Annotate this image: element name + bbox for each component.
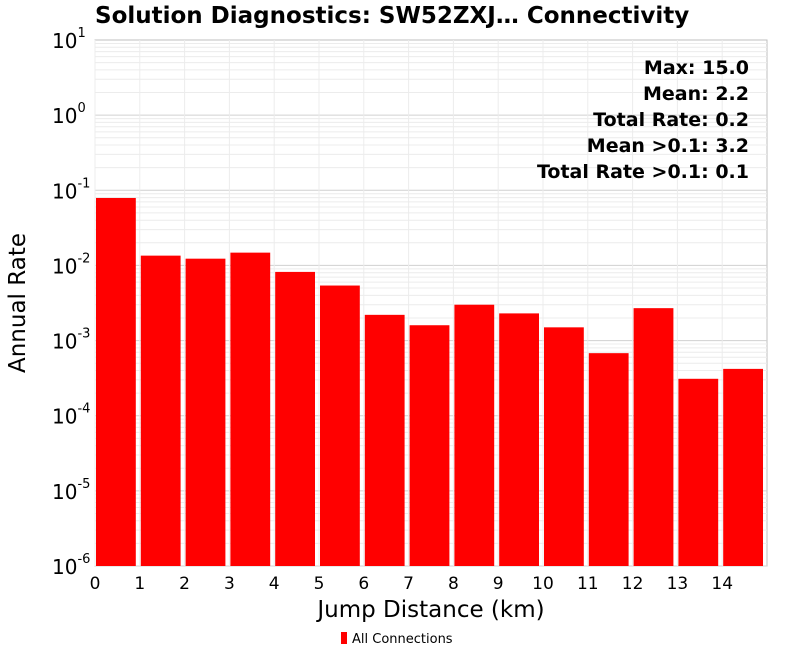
x-tick-label: 2	[179, 574, 190, 594]
y-tick-label: 10-6	[52, 552, 90, 579]
stat-annotation: Mean: 2.2	[643, 83, 749, 105]
bar-5	[320, 285, 360, 566]
stat-annotation: Mean >0.1: 3.2	[587, 135, 749, 157]
bar-12	[633, 308, 674, 566]
y-tick-label: 10-1	[52, 176, 90, 203]
y-tick-label: 10-3	[52, 327, 90, 354]
y-axis-label: Annual Rate	[5, 233, 31, 373]
bar-7	[409, 325, 450, 566]
x-tick-label: 3	[224, 574, 235, 594]
bar-6	[364, 314, 405, 566]
stat-annotation: Max: 15.0	[644, 57, 749, 79]
bar-14	[723, 368, 763, 566]
x-tick-labels: 0 1 2 3 4 5 6 7 8 9 10 11 12 13 14	[90, 574, 733, 594]
x-tick-label: 4	[269, 574, 280, 594]
bar-1	[140, 255, 181, 566]
y-tick-label: 101	[52, 26, 86, 53]
x-tick-label: 14	[711, 574, 733, 594]
bar-11	[588, 353, 629, 566]
x-tick-label: 6	[358, 574, 369, 594]
x-tick-label: 7	[403, 574, 414, 594]
y-tick-label: 10-4	[52, 402, 90, 429]
y-tick-labels: 101 100 10-1 10-2 10-3 10-4 10-5 10-6	[52, 26, 90, 579]
x-tick-label: 11	[577, 574, 599, 594]
stats-annotations: Max: 15.0 Mean: 2.2 Total Rate: 0.2 Mean >0…	[537, 57, 749, 183]
bars	[96, 197, 763, 566]
bar-2	[185, 258, 226, 566]
x-axis-label: Jump Distance (km)	[315, 597, 544, 623]
y-tick-label: 100	[52, 101, 86, 128]
x-tick-label: 1	[134, 574, 145, 594]
bar-10	[544, 327, 584, 566]
bar-13	[678, 378, 719, 566]
x-tick-label: 8	[448, 574, 459, 594]
stat-annotation: Total Rate: 0.2	[593, 109, 749, 131]
bar-9	[499, 313, 539, 566]
x-tick-label: 5	[314, 574, 325, 594]
bar-0	[96, 197, 136, 566]
legend-label: All Connections	[352, 632, 453, 647]
x-tick-label: 0	[90, 574, 101, 594]
x-tick-label: 13	[667, 574, 689, 594]
chart-title: Solution Diagnostics: SW52ZXJ… Connectiv…	[95, 3, 689, 29]
x-tick-label: 9	[493, 574, 504, 594]
bar-8	[454, 304, 495, 566]
bar-4	[275, 271, 315, 566]
x-tick-label: 12	[622, 574, 644, 594]
y-tick-label: 10-2	[52, 251, 90, 278]
x-tick-label: 10	[532, 574, 554, 594]
legend-swatch	[341, 632, 347, 644]
stat-annotation: Total Rate >0.1: 0.1	[537, 161, 749, 183]
bar-3	[230, 252, 271, 566]
y-tick-label: 10-5	[52, 477, 90, 504]
legend: All Connections	[341, 632, 453, 647]
